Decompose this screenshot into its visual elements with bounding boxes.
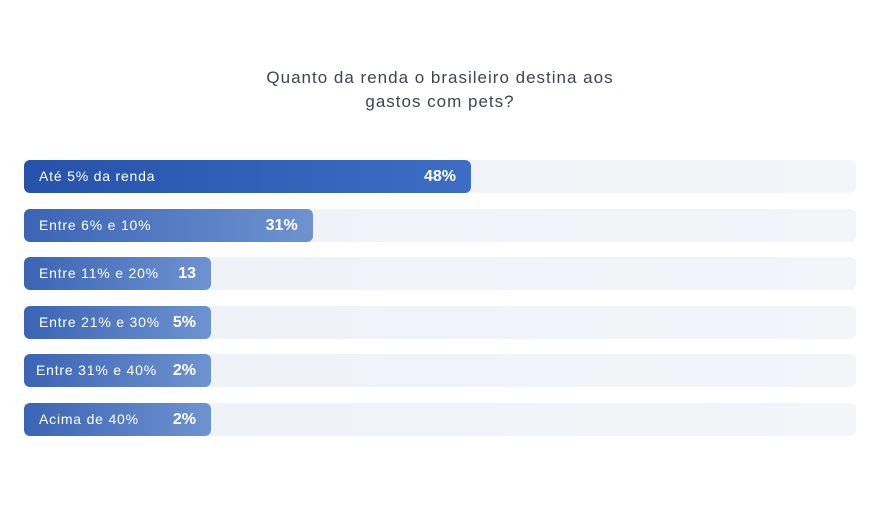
bar [24, 257, 211, 290]
bar [24, 208, 313, 242]
category-label: Entre 31% e 40% [36, 362, 157, 378]
bar [24, 305, 211, 339]
category-label: Até 5% da renda [39, 168, 156, 184]
value-label: 13 [178, 265, 196, 282]
bar-row: Entre 31% e 40% 2% [24, 354, 856, 387]
category-label: Acima de 40% [39, 410, 139, 427]
value-label: 31% [265, 216, 298, 234]
bar-row: Entre 11% e 20% 13 [24, 257, 856, 290]
chart-title: Quanto da renda o brasileiro destina aos… [0, 66, 880, 114]
bar-row: Entre 6% e 10% 31% [24, 208, 856, 242]
bar-row: Acima de 40% 2% [24, 402, 856, 436]
chart-title-line-1: Quanto da renda o brasileiro destina aos [266, 68, 614, 87]
chart-title-line-2: gastos com pets? [365, 92, 515, 111]
bar-row: Entre 21% e 30% 5% [24, 305, 856, 339]
bar [24, 354, 211, 387]
bar [24, 160, 471, 193]
category-label: Entre 11% e 20% [39, 265, 159, 281]
value-label: 48% [423, 168, 456, 185]
value-label: 2% [172, 410, 196, 428]
bar-chart: Até 5% da renda 48% Entre 6% e 10% 31% Entre… [24, 160, 856, 451]
category-label: Entre 21% e 30% [39, 313, 160, 330]
bar-row: Até 5% da renda 48% [24, 160, 856, 193]
category-label: Entre 6% e 10% [39, 216, 152, 233]
value-label: 2% [172, 362, 196, 379]
value-label: 5% [172, 313, 196, 331]
bar [24, 402, 211, 436]
